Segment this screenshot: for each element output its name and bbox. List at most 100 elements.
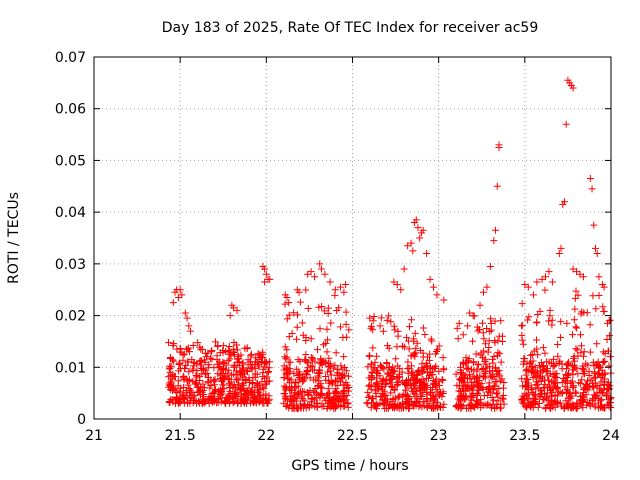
data-point xyxy=(426,350,434,358)
data-point xyxy=(553,370,561,378)
data-point xyxy=(437,403,445,411)
data-point xyxy=(589,292,597,300)
data-point xyxy=(261,278,269,286)
data-point xyxy=(416,234,424,242)
data-point xyxy=(307,398,315,406)
data-point xyxy=(486,328,494,336)
data-point xyxy=(174,398,182,406)
data-point xyxy=(261,265,269,273)
data-point xyxy=(197,345,205,353)
data-point xyxy=(260,399,268,407)
data-point xyxy=(166,362,174,370)
data-point xyxy=(526,360,534,368)
data-point xyxy=(591,391,599,399)
data-point xyxy=(315,366,323,374)
data-point xyxy=(521,402,529,410)
data-point xyxy=(419,226,427,234)
data-point xyxy=(244,368,252,376)
data-point xyxy=(285,379,293,387)
data-point xyxy=(376,322,384,330)
data-point xyxy=(226,350,234,358)
data-point xyxy=(252,354,260,362)
data-point xyxy=(422,363,430,371)
data-point xyxy=(497,358,505,366)
data-point xyxy=(302,337,310,345)
data-point xyxy=(308,394,316,402)
data-point xyxy=(383,342,391,350)
data-point xyxy=(519,392,527,400)
data-point xyxy=(206,354,214,362)
data-point xyxy=(493,182,501,190)
data-point xyxy=(394,362,402,370)
data-point xyxy=(282,384,290,392)
data-point xyxy=(600,283,608,291)
data-point xyxy=(182,375,190,383)
data-point xyxy=(290,309,298,317)
data-point xyxy=(301,356,309,364)
data-point xyxy=(435,378,443,386)
data-point xyxy=(310,388,318,396)
data-point xyxy=(293,311,301,319)
data-point xyxy=(195,398,203,406)
data-point xyxy=(322,340,330,348)
data-point xyxy=(394,378,402,386)
data-point xyxy=(304,304,312,312)
data-point xyxy=(579,273,587,281)
data-point xyxy=(178,291,186,299)
data-point xyxy=(491,337,499,345)
data-point xyxy=(404,337,412,345)
data-point xyxy=(576,400,584,408)
data-point xyxy=(527,351,535,359)
y-axis-tick-labels: 0 0.01 0.02 0.03 0.04 0.05 0.06 0.07 xyxy=(55,50,86,428)
data-point xyxy=(224,346,232,354)
data-point xyxy=(452,370,460,378)
data-point xyxy=(544,365,552,373)
data-point xyxy=(335,370,343,378)
data-point xyxy=(488,373,496,381)
data-point xyxy=(494,393,502,401)
data-point xyxy=(216,390,224,398)
data-point xyxy=(199,396,207,404)
data-point xyxy=(176,387,184,395)
data-point xyxy=(568,404,576,412)
data-point xyxy=(518,331,526,339)
data-point xyxy=(500,400,508,408)
data-point xyxy=(265,364,273,372)
data-point xyxy=(490,386,498,394)
data-point xyxy=(320,394,328,402)
data-point xyxy=(206,394,214,402)
data-point xyxy=(593,392,601,400)
data-point xyxy=(497,317,505,325)
data-point xyxy=(574,352,582,360)
data-point xyxy=(345,372,353,380)
data-point xyxy=(410,401,418,409)
data-point xyxy=(470,383,478,391)
data-point xyxy=(477,404,485,412)
data-point xyxy=(324,390,332,398)
data-point xyxy=(585,399,593,407)
data-point xyxy=(265,392,273,400)
data-point xyxy=(336,283,344,291)
data-point xyxy=(239,380,247,388)
data-point xyxy=(572,287,580,295)
data-point xyxy=(369,317,377,325)
data-point xyxy=(405,394,413,402)
data-point xyxy=(314,372,322,380)
data-point xyxy=(546,306,554,314)
data-point xyxy=(567,394,575,402)
data-point xyxy=(323,325,331,333)
data-point xyxy=(577,310,585,318)
data-point xyxy=(259,348,267,356)
data-point xyxy=(572,345,580,353)
data-point xyxy=(456,401,464,409)
data-point xyxy=(584,398,592,406)
data-point xyxy=(207,393,215,401)
data-point xyxy=(292,378,300,386)
data-point xyxy=(234,376,242,384)
data-point xyxy=(416,397,424,405)
data-point xyxy=(210,398,218,406)
data-point xyxy=(400,265,408,273)
data-point xyxy=(257,396,265,404)
data-point xyxy=(196,358,204,366)
data-point xyxy=(293,323,301,331)
